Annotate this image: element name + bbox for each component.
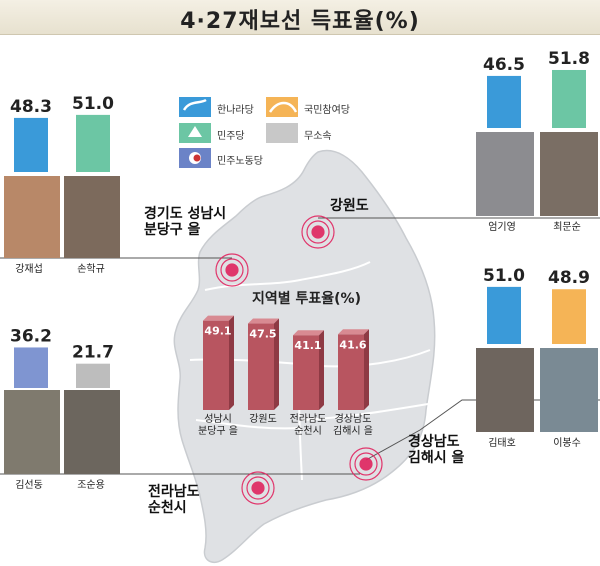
avatar	[64, 176, 120, 258]
turnout-value-label: 47.5	[249, 328, 276, 341]
region-label: 전라남도 순천시	[148, 483, 200, 516]
candidate-photos	[4, 132, 598, 474]
candidate-bar	[552, 69, 586, 128]
candidate-name: 최문순	[553, 221, 581, 233]
legend-label: 한나라당	[217, 105, 254, 116]
region-label: 경기도 성남시 분당구 을	[144, 205, 226, 238]
legend-label: 민주노동당	[217, 156, 263, 167]
region-marker: 경상남도 김해시 을	[349, 433, 465, 481]
avatar	[4, 176, 60, 258]
candidate-name: 김태호	[488, 437, 516, 449]
turnout-chart-title: 지역별 투표율(%)	[252, 290, 361, 307]
region-label: 강원도	[330, 197, 369, 214]
legend-label: 국민참여당	[304, 105, 350, 116]
avatar	[476, 132, 534, 216]
avatar	[64, 390, 120, 474]
region-label: 경상남도 김해시 을	[408, 433, 465, 466]
page-title: 4·27재보선 득표율(%)	[180, 9, 420, 34]
candidate-name: 강재섭	[15, 263, 43, 275]
turnout-bar	[203, 315, 234, 410]
turnout-bar	[293, 330, 324, 410]
turnout-category-label: 강원도	[249, 413, 277, 425]
legend-label: 무소속	[304, 131, 332, 142]
candidate-name: 손학규	[77, 263, 105, 275]
avatar	[540, 132, 598, 216]
avatar	[476, 348, 534, 432]
candidate-bar	[76, 363, 110, 388]
turnout-value-label: 41.6	[339, 338, 366, 351]
legend-label: 민주당	[217, 131, 245, 142]
candidate-value-label: 51.0	[483, 266, 525, 286]
turnout-value-label: 41.1	[294, 339, 321, 352]
avatar	[4, 390, 60, 474]
candidate-value-label: 46.5	[483, 55, 525, 75]
candidate-name: 엄기영	[488, 221, 516, 233]
hannara-party-icon	[179, 97, 211, 117]
avatar	[540, 348, 598, 432]
candidate-value-label: 48.3	[10, 97, 52, 117]
legend-icons	[179, 97, 298, 168]
candidate-value-label: 48.9	[548, 268, 590, 288]
turnout-value-label: 49.1	[204, 325, 231, 338]
candidate-bar	[76, 114, 110, 172]
region-marker: 경기도 성남시 분당구 을	[144, 205, 249, 287]
candidate-bar	[552, 289, 586, 344]
candidate-name: 김선동	[15, 479, 43, 491]
turnout-bar	[248, 318, 279, 410]
region-marker: 전라남도 순천시	[148, 471, 275, 516]
candidate-bar	[487, 75, 521, 128]
title-bar	[0, 0, 600, 35]
candidate-name: 이봉수	[553, 437, 581, 449]
turnout-category-label: 성남시 분당구 을	[198, 413, 238, 437]
turnout-bar	[338, 329, 369, 410]
candidate-value-label: 21.7	[72, 343, 114, 363]
candidate-value-label: 36.2	[10, 326, 52, 346]
turnout-category-label: 경상남도 김해시 을	[333, 412, 373, 437]
region-marker: 강원도	[301, 197, 369, 249]
candidate-bar	[14, 347, 48, 388]
candidate-bar	[487, 286, 521, 344]
independent-icon	[266, 123, 298, 143]
turnout-category-label: 전라남도 순천시	[290, 413, 327, 437]
candidate-bar	[14, 117, 48, 172]
candidate-value-label: 51.8	[548, 49, 590, 69]
candidate-name: 조순용	[77, 479, 105, 491]
participation-party-icon	[266, 97, 298, 117]
candidate-value-label: 51.0	[72, 94, 114, 114]
